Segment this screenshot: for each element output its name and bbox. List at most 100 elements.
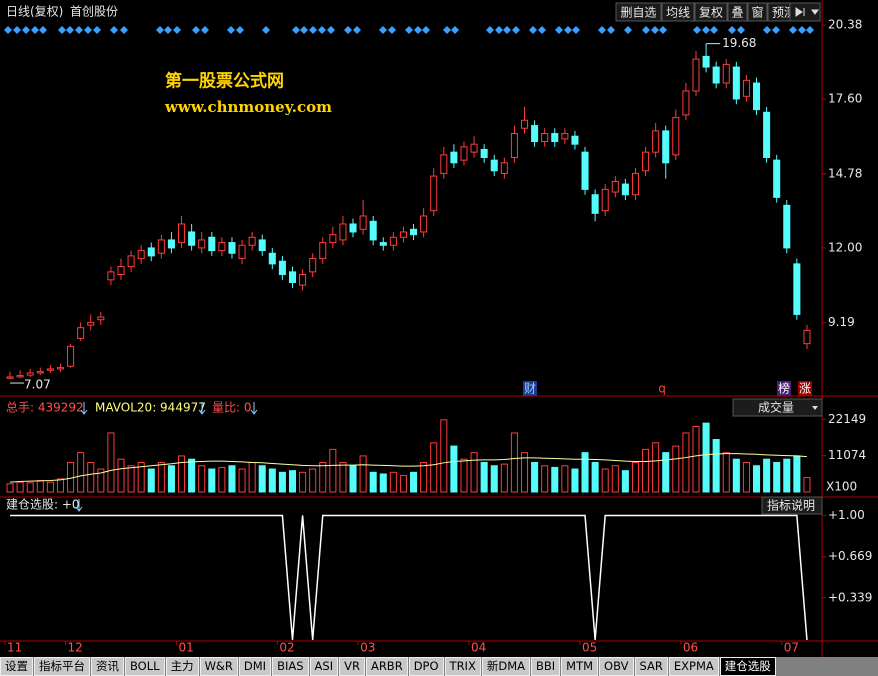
tab[interactable]: OBV — [599, 657, 634, 676]
signal-diamond — [262, 26, 270, 34]
event-marker[interactable]: 榜 — [778, 381, 790, 396]
down-arrow — [250, 402, 258, 415]
volume-bar — [188, 458, 196, 493]
tab[interactable]: 新DMA — [481, 657, 530, 676]
tab[interactable]: 建仓选股 — [719, 657, 776, 676]
signal-diamond — [702, 26, 710, 34]
volume-bar — [349, 465, 357, 493]
signal-diamond — [66, 26, 74, 34]
tab[interactable]: BOLL — [125, 657, 165, 676]
signal-diamond — [388, 26, 396, 34]
volume-bar — [591, 461, 599, 493]
toolbar-button[interactable]: 复权 — [699, 6, 723, 20]
candle-body — [460, 146, 468, 161]
toolbar-button[interactable]: 删自选 — [620, 6, 656, 20]
volume-bar — [682, 432, 690, 493]
volume-bar — [278, 471, 286, 493]
toolbar-button-bg — [747, 2, 768, 22]
tab[interactable]: ASI — [309, 657, 339, 676]
tab[interactable]: EXPMA — [668, 657, 719, 676]
volume-bar — [117, 458, 125, 493]
volume-bar — [309, 468, 317, 493]
signal-diamond — [353, 26, 361, 34]
tab[interactable]: TRIX — [444, 657, 481, 676]
candle-body — [389, 236, 397, 246]
candle-body — [662, 130, 670, 164]
signal-diamond — [763, 26, 771, 34]
candle-body — [591, 194, 599, 214]
x-tick-label: 05 — [582, 641, 597, 655]
candle-body — [117, 266, 125, 276]
candle-body — [36, 371, 44, 374]
tab[interactable]: 指标平台 — [34, 657, 90, 676]
tab[interactable]: MTM — [561, 657, 599, 676]
tab[interactable]: 资讯 — [91, 657, 124, 676]
volume-bar — [500, 463, 508, 493]
event-marker[interactable]: 财 — [524, 382, 536, 396]
candle-body — [611, 180, 619, 193]
volume-bar — [631, 461, 639, 493]
signal-diamond — [405, 26, 413, 34]
toolbar-button[interactable]: 均线 — [666, 6, 690, 20]
volume-bar — [510, 432, 518, 493]
volume-bar — [642, 448, 650, 493]
signal-diamond — [292, 26, 300, 34]
tab[interactable]: W&R — [199, 657, 238, 676]
volume-bar — [389, 471, 397, 493]
volume-bar — [420, 461, 428, 493]
selector-bg[interactable] — [732, 398, 823, 417]
event-marker[interactable]: 涨 — [799, 381, 811, 396]
down-arrow — [75, 499, 83, 512]
volume-bar — [803, 477, 811, 493]
event-marker[interactable]: q — [658, 382, 666, 396]
signal-diamond — [93, 26, 101, 34]
indicator-title: 建仓选股: +0 — [6, 498, 80, 512]
tab[interactable]: 设置 — [0, 657, 33, 676]
candle-body — [581, 151, 589, 190]
tab[interactable]: DMI — [238, 657, 272, 676]
indicator-help[interactable]: 指标说明 — [767, 498, 815, 513]
volume-bar — [369, 471, 377, 493]
nav-button[interactable] — [789, 2, 821, 22]
tab[interactable]: SAR — [634, 657, 668, 676]
tab[interactable]: ARBR — [365, 657, 408, 676]
x-tick-label: 04 — [471, 641, 486, 655]
volume-bar — [46, 481, 54, 493]
watermark-title: 第一股票公式网 — [165, 71, 284, 92]
toolbar-button-bg — [727, 2, 748, 22]
candle-body — [752, 82, 761, 111]
x-tick-label: 12 — [68, 641, 83, 655]
candle-body — [349, 223, 357, 233]
volume-bar — [672, 445, 680, 493]
volume-bar — [520, 452, 529, 493]
toolbar-button[interactable]: 叠 — [731, 6, 743, 20]
candle-body — [773, 159, 781, 198]
signal-diamond — [39, 26, 47, 34]
signal-diamond — [414, 26, 422, 34]
volume-bar — [410, 471, 418, 493]
signal-diamond — [642, 26, 650, 34]
help-bg[interactable] — [761, 496, 823, 515]
candle-body — [763, 111, 771, 158]
candle-body — [631, 172, 639, 196]
signal-diamond — [327, 26, 335, 34]
tab[interactable]: BBI — [531, 657, 561, 676]
tab[interactable]: 主力 — [165, 657, 199, 676]
candle-body — [490, 159, 498, 172]
signal-diamond — [564, 26, 572, 34]
tab[interactable]: DPO — [408, 657, 444, 676]
candle-body — [167, 239, 175, 249]
y-tick-label: 14.78 — [828, 166, 862, 180]
signal-diamond — [651, 26, 659, 34]
volume-bar — [329, 448, 337, 493]
volume-bar — [56, 478, 65, 493]
candle-body — [46, 368, 54, 371]
toolbar-button[interactable]: 窗 — [751, 6, 763, 20]
indicator-selector[interactable]: 成交量 — [758, 400, 794, 415]
signal-diamond — [22, 26, 30, 34]
tab[interactable]: VR — [339, 657, 365, 676]
volume-bar — [16, 481, 24, 493]
tab[interactable]: BIAS — [272, 657, 309, 676]
volume-bar — [127, 465, 135, 493]
signal-diamond — [344, 26, 352, 34]
